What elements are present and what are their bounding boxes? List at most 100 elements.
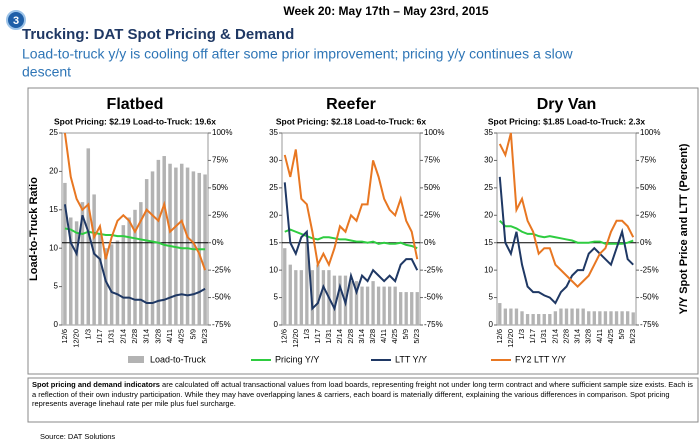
bar bbox=[614, 311, 619, 325]
x-tick-label: 1/31 bbox=[324, 329, 333, 344]
bar bbox=[115, 240, 120, 325]
y2-tick-label: -75% bbox=[212, 320, 231, 329]
y-tick-label: 35 bbox=[269, 128, 278, 137]
x-tick-label: 5/9 bbox=[401, 329, 410, 339]
y-tick-label: 25 bbox=[484, 183, 493, 192]
x-tick-label: 4/11 bbox=[595, 329, 604, 343]
bar bbox=[570, 308, 574, 325]
chart-panel bbox=[27, 87, 699, 375]
bar bbox=[592, 311, 596, 325]
bar bbox=[404, 292, 408, 325]
chart-title: Reefer bbox=[326, 96, 376, 113]
x-tick-label: 3/28 bbox=[368, 329, 377, 344]
bar bbox=[525, 314, 530, 325]
bar bbox=[509, 308, 513, 325]
bar bbox=[365, 286, 370, 325]
y-tick-label: 30 bbox=[269, 156, 278, 165]
x-tick-label: 4/25 bbox=[606, 329, 615, 344]
y2-tick-label: -25% bbox=[424, 265, 443, 274]
bar bbox=[133, 209, 137, 325]
bar bbox=[98, 232, 102, 325]
chart-subtitle: Spot Pricing: $2.19 Load-to-Truck: 19.6x bbox=[54, 116, 216, 126]
x-tick-label: 5/9 bbox=[617, 329, 626, 339]
y2-tick-label: 100% bbox=[212, 128, 232, 137]
badge-circle bbox=[6, 10, 26, 30]
y-tick-label: 10 bbox=[484, 265, 493, 274]
bar bbox=[360, 286, 364, 325]
bar bbox=[354, 281, 359, 325]
y-tick-label: 20 bbox=[484, 210, 493, 219]
y2-tick-label: 0% bbox=[640, 238, 652, 247]
bar bbox=[537, 314, 541, 325]
y2-tick-label: 25% bbox=[212, 210, 228, 219]
chart-subtitle: Spot Pricing: $2.18 Load-to-Truck: 6x bbox=[276, 116, 426, 126]
bar bbox=[553, 311, 558, 325]
bar bbox=[185, 167, 190, 325]
bar bbox=[321, 270, 326, 325]
legend-label: LTT Y/Y bbox=[395, 354, 427, 364]
x-tick-label: 2/28 bbox=[130, 329, 139, 344]
note-bold: Spot pricing and demand indicators bbox=[32, 380, 160, 389]
bar bbox=[80, 202, 85, 325]
bar bbox=[393, 286, 397, 325]
week-header: Week 20: May 17th – May 23rd, 2015 bbox=[283, 4, 489, 18]
slide-subtitle: descent bbox=[22, 64, 71, 80]
bar bbox=[603, 311, 608, 325]
y2-tick-label: 25% bbox=[424, 210, 440, 219]
y-tick-label: 20 bbox=[269, 210, 278, 219]
bar bbox=[503, 308, 508, 325]
bar bbox=[144, 179, 149, 325]
y-tick-label: 10 bbox=[269, 265, 278, 274]
bar bbox=[305, 242, 309, 325]
badge: 3 bbox=[13, 15, 19, 27]
y2-tick-label: -25% bbox=[212, 265, 231, 274]
x-tick-label: 2/14 bbox=[118, 329, 127, 344]
x-tick-label: 1/31 bbox=[539, 329, 548, 344]
x-tick-label: 1/3 bbox=[83, 329, 92, 339]
y2-tick-label: 0% bbox=[424, 238, 436, 247]
y-tick-label: 15 bbox=[484, 238, 493, 247]
x-tick-label: 2/28 bbox=[346, 329, 355, 344]
y2-tick-label: 75% bbox=[640, 156, 656, 165]
x-tick-label: 1/3 bbox=[517, 329, 526, 339]
source: Source: DAT Solutions bbox=[40, 432, 115, 441]
bar bbox=[371, 281, 375, 325]
legend-swatch bbox=[128, 356, 144, 363]
note: Spot pricing and demand indicators are c… bbox=[32, 380, 694, 409]
x-tick-label: 4/11 bbox=[379, 329, 388, 343]
bar bbox=[294, 270, 298, 325]
bar bbox=[498, 303, 502, 325]
x-tick-label: 4/11 bbox=[165, 329, 174, 343]
x-tick-label: 2/28 bbox=[561, 329, 570, 344]
y-axis-label: Load-to-Truck Ratio bbox=[28, 177, 40, 281]
x-tick-label: 12/20 bbox=[506, 329, 515, 348]
y2-tick-label: -75% bbox=[424, 320, 443, 329]
bar bbox=[520, 311, 524, 325]
x-tick-label: 12/6 bbox=[60, 329, 69, 344]
y-tick-label: 15 bbox=[269, 238, 278, 247]
x-tick-label: 5/9 bbox=[188, 329, 197, 339]
y-tick-label: 0 bbox=[274, 320, 279, 329]
bar bbox=[168, 163, 172, 325]
bar bbox=[609, 311, 613, 325]
bar bbox=[283, 248, 287, 325]
bar bbox=[531, 314, 535, 325]
x-tick-label: 12/6 bbox=[495, 329, 504, 344]
note-frame: Spot pricing and demand indicators are c… bbox=[32, 380, 694, 409]
x-tick-label: 1/31 bbox=[107, 329, 116, 344]
y2-tick-label: 100% bbox=[424, 128, 444, 137]
bar bbox=[109, 244, 114, 325]
bar bbox=[74, 221, 79, 325]
y-tick-label: 25 bbox=[49, 128, 58, 137]
x-tick-label: 4/25 bbox=[177, 329, 186, 344]
y-tick-label: 25 bbox=[269, 183, 278, 192]
y2-axis-label: Y/Y Spot Price and LTT (Percent) bbox=[678, 143, 690, 314]
bar bbox=[127, 217, 131, 325]
bar bbox=[69, 217, 73, 325]
bar bbox=[86, 148, 91, 325]
bar bbox=[548, 314, 552, 325]
bar bbox=[387, 286, 392, 325]
bar bbox=[514, 308, 519, 325]
bar bbox=[299, 270, 303, 325]
